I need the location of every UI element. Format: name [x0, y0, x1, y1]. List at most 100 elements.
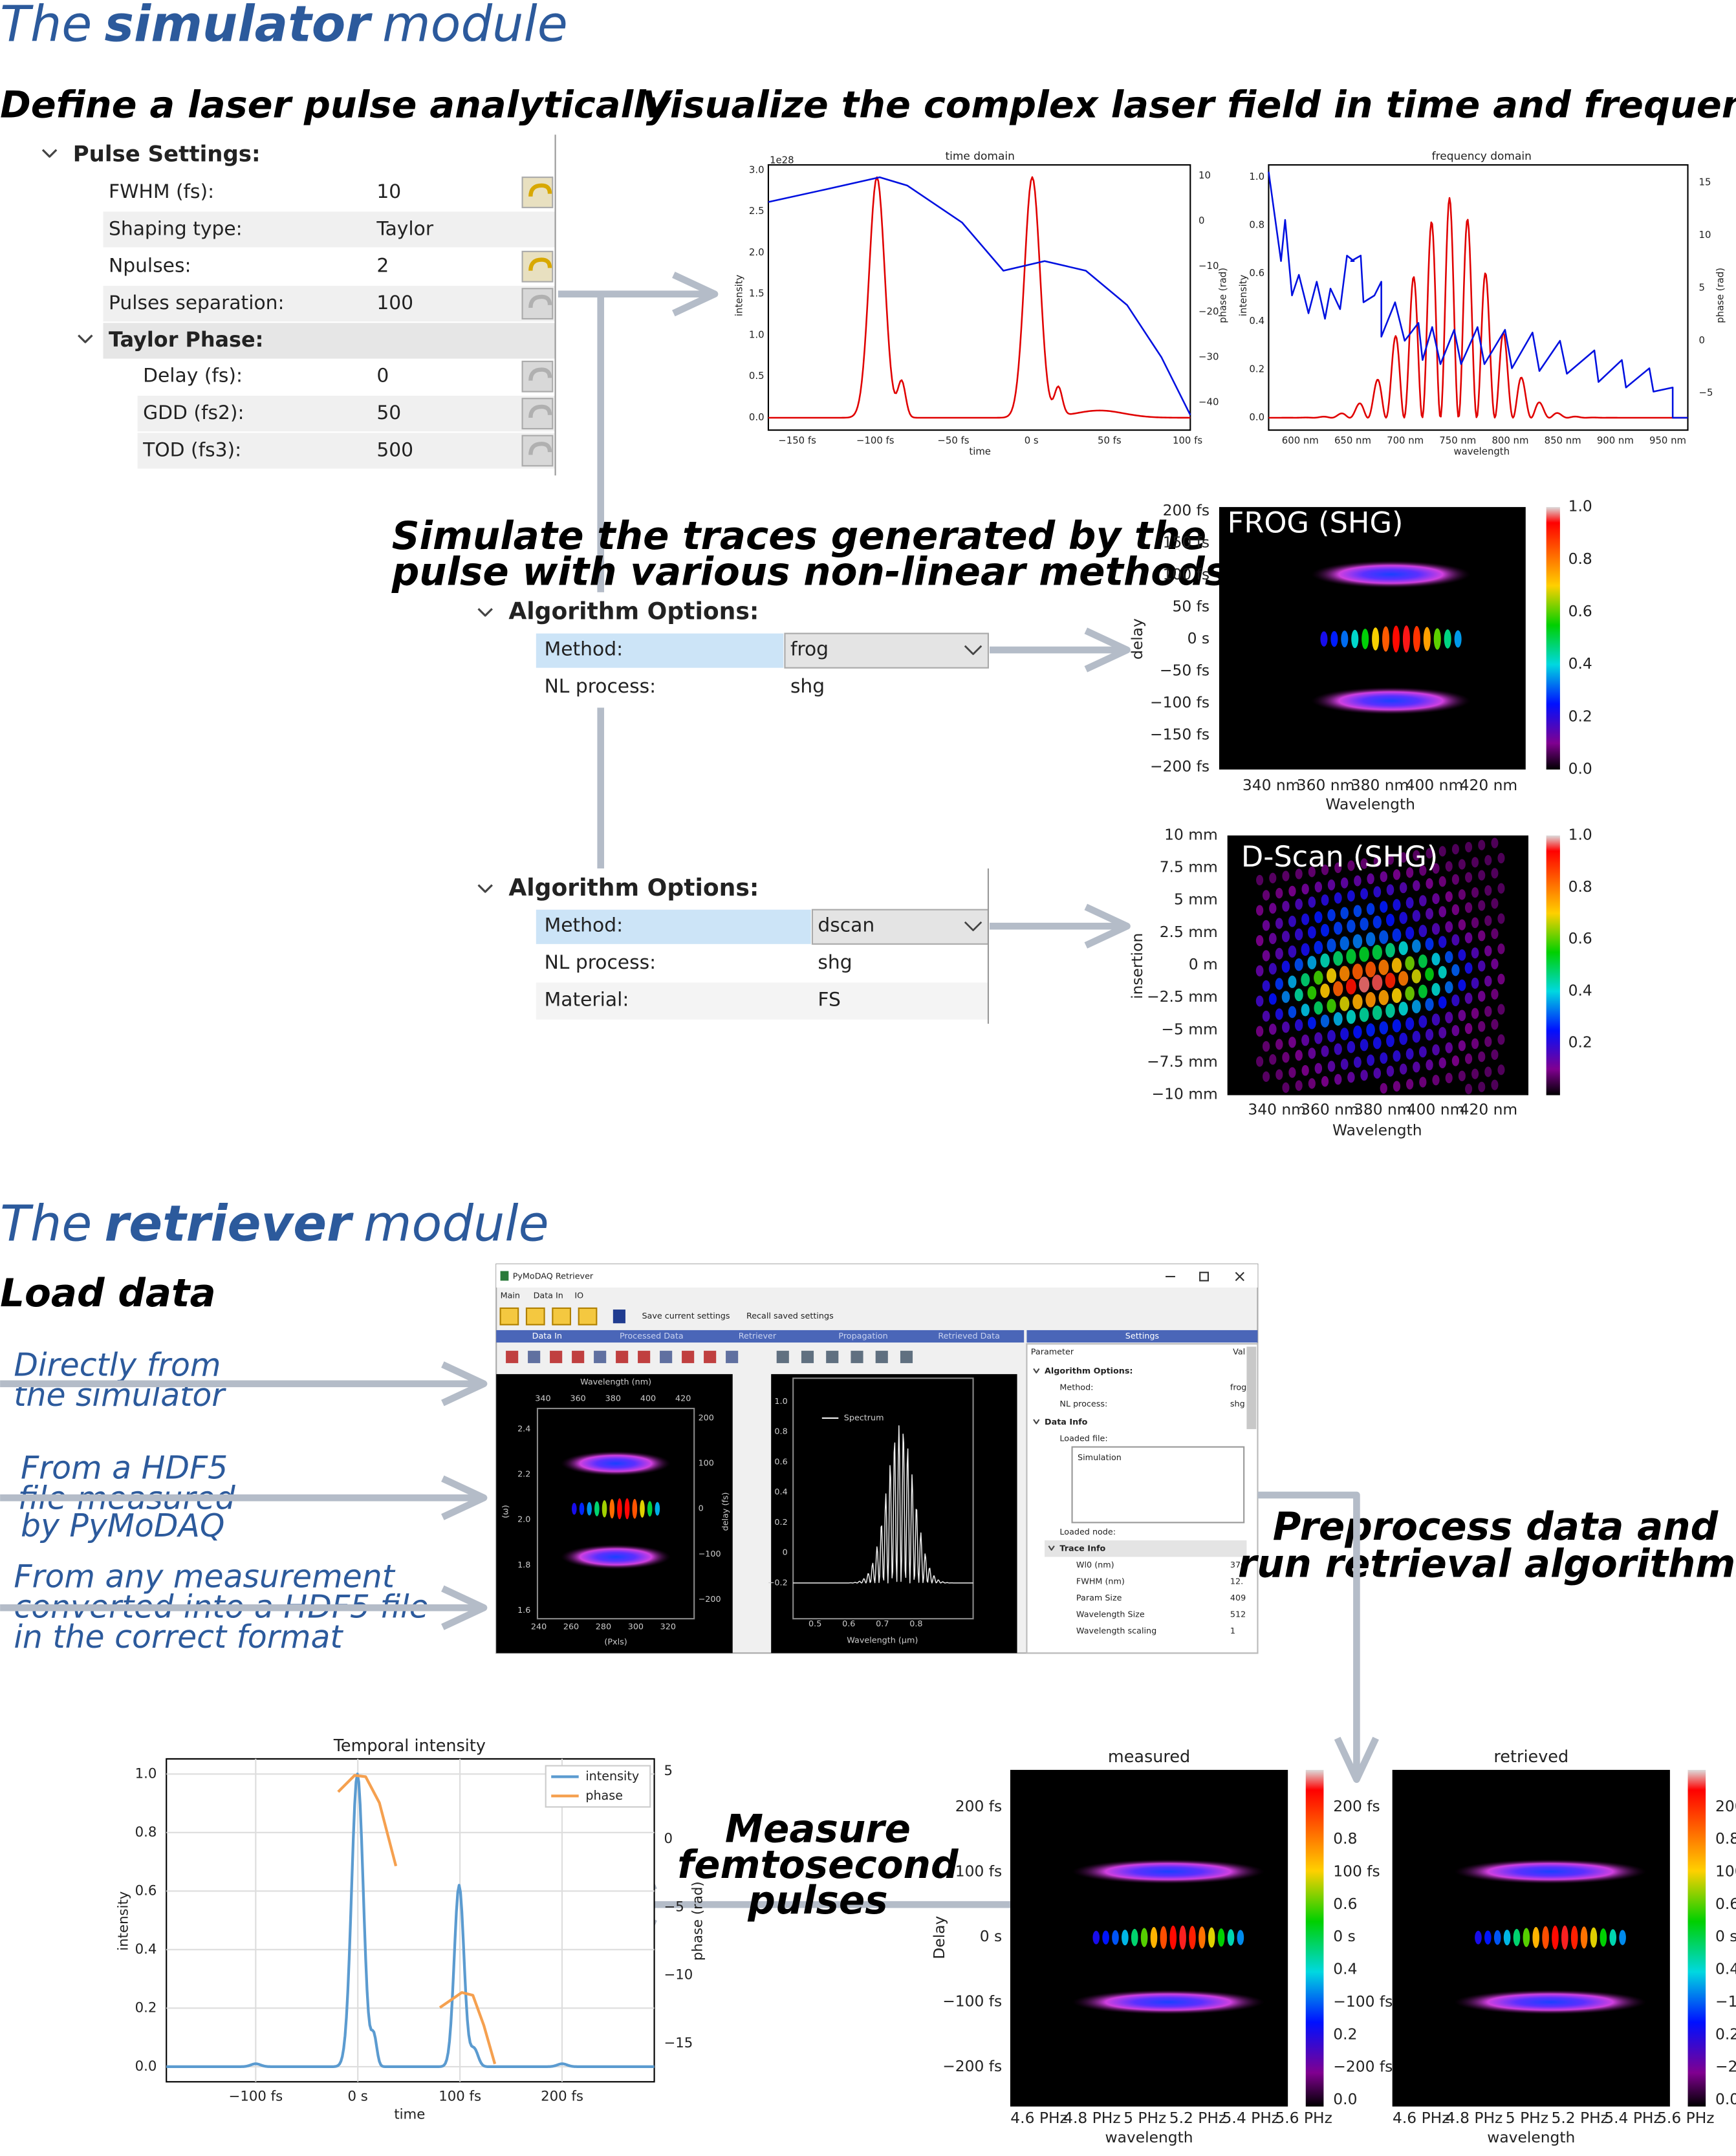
- y-tick-label: 1.0: [774, 1397, 787, 1407]
- trace-fringe: [1590, 1927, 1598, 1948]
- colorbar-tick-label: 0.2: [1715, 2025, 1736, 2043]
- title-part: The: [0, 1196, 92, 1253]
- trace-fringe: [1373, 886, 1382, 898]
- x-tick-label: 280: [596, 1622, 611, 1632]
- trace-fringe: [1478, 839, 1486, 850]
- trace-fringe: [1208, 1927, 1215, 1948]
- toolbar-icon: [499, 1307, 519, 1326]
- caption: Define a laser pulse analytically: [0, 83, 672, 126]
- curve-intensity: [1268, 197, 1687, 419]
- y-tick-label: 0 s: [980, 1927, 1002, 1945]
- arrow-head: [1084, 627, 1131, 673]
- colorbar-tick-label: 0 s: [1333, 1927, 1355, 1945]
- tab: Propagation: [838, 1331, 887, 1341]
- caret: [477, 608, 493, 617]
- trace-fringe: [1445, 1072, 1453, 1084]
- plot-title: time domain: [945, 150, 1014, 163]
- trace-fringe: [1497, 1004, 1505, 1015]
- y-tick-label: 0.4: [135, 1941, 157, 1957]
- trace-fringe: [1471, 977, 1479, 989]
- curve-phase: [337, 1774, 398, 1867]
- trace-fringe: [1131, 1928, 1138, 1946]
- axis-label: phase (rad): [1715, 268, 1726, 323]
- x-tick-label: 420 nm: [1460, 1100, 1518, 1118]
- arrow-head: [672, 272, 719, 317]
- trace-fringe: [1334, 1043, 1342, 1055]
- param-value: 500: [376, 438, 413, 461]
- trace-fringe: [1445, 921, 1453, 932]
- text-box: [1071, 1446, 1245, 1524]
- trace-fringe: [1451, 1025, 1460, 1037]
- trace-fringe: [1341, 631, 1349, 648]
- y-tick-label: −50 fs: [1160, 662, 1210, 680]
- trace-fringe: [1438, 876, 1446, 887]
- trace-image: [1010, 1769, 1288, 2107]
- trace-fringe: [1609, 1929, 1617, 1946]
- trace-fringe: [1484, 855, 1492, 866]
- x-tick-label: 5.6 PHz: [1657, 2109, 1714, 2127]
- trace-fringe: [1478, 960, 1486, 972]
- colorbar-tick-label: 0.6: [1568, 602, 1592, 620]
- colorbar-tick-label: 0.4: [1568, 654, 1592, 673]
- trace-fringe: [1308, 867, 1316, 878]
- trace-fringe: [1451, 1055, 1460, 1066]
- trace-fringe: [1392, 1019, 1402, 1033]
- title-part: module: [363, 1196, 549, 1253]
- y-tick-label: 2.5: [749, 205, 765, 217]
- toolbar-icon: [704, 1350, 717, 1363]
- trace-fringe: [1380, 871, 1387, 883]
- trace-fringe: [1413, 625, 1420, 652]
- colorbar-tick-label: 0.8: [1568, 550, 1592, 568]
- toolbar-icon: [682, 1350, 695, 1363]
- trace-label: D-Scan (SHG): [1241, 840, 1438, 874]
- trace-fringe: [1458, 949, 1466, 961]
- trace-fringe: [1351, 629, 1359, 649]
- plot-axes: [536, 1407, 695, 1620]
- trace-fringe: [1451, 934, 1460, 946]
- trace-fringe: [1263, 1071, 1270, 1083]
- param-label: Shaping type:: [109, 217, 243, 240]
- trace-fringe: [1217, 1928, 1225, 1947]
- colorbar: [1687, 1769, 1706, 2107]
- tab: Data In: [532, 1331, 562, 1341]
- maximize: [1199, 1271, 1209, 1282]
- trace-fringe: [1275, 1069, 1283, 1080]
- x-tick-label: 200 fs: [541, 2089, 583, 2105]
- x-tick-label: 100 fs: [1173, 435, 1202, 446]
- app-icon: [500, 1271, 509, 1281]
- trace-fringe: [1360, 917, 1369, 931]
- colorbar-tick-label: −200 fs: [1715, 2058, 1736, 2076]
- trace-fringe: [1491, 989, 1499, 1000]
- trace-fringe: [1431, 1013, 1440, 1026]
- param-value: frog: [1230, 1383, 1246, 1393]
- trace-fringe: [1619, 1930, 1626, 1945]
- trace-fringe: [1256, 874, 1264, 886]
- source-caption: by PyMoDAQ: [21, 1507, 224, 1544]
- trace-fringe: [1478, 1081, 1486, 1092]
- trace-fringe: [1423, 627, 1431, 651]
- x-tick-label: 320: [660, 1622, 676, 1632]
- y-tick-label: −2.5 mm: [1147, 987, 1218, 1006]
- trace-fringe: [1405, 986, 1415, 1001]
- trace-fringe: [1268, 993, 1277, 1005]
- revert-button: [521, 288, 554, 320]
- trace-fringe: [1418, 1046, 1427, 1058]
- colorbar-tick-label: 0.8: [1715, 1829, 1736, 1848]
- colorbar-tick-label: 0.8: [1568, 878, 1592, 896]
- tab-bar: [496, 1330, 1025, 1343]
- y-tick-label: 0.6: [774, 1457, 787, 1467]
- trace-fringe: [647, 1501, 653, 1517]
- trace-fringe: [1451, 994, 1460, 1006]
- toolbar-icon: [578, 1307, 598, 1326]
- trace-fringe: [1308, 1048, 1316, 1059]
- colorbar-tick-label: 100 fs: [1333, 1862, 1380, 1880]
- trace-fringe: [1438, 1027, 1447, 1039]
- trace-fringe: [1393, 869, 1401, 880]
- trace-fringe: [1282, 900, 1290, 912]
- trace-fringe: [1288, 945, 1297, 958]
- revert-icon: [528, 367, 552, 381]
- trace-fringe: [640, 1500, 645, 1518]
- trace-fringe: [1491, 1079, 1499, 1090]
- plot-axes: [767, 164, 1191, 431]
